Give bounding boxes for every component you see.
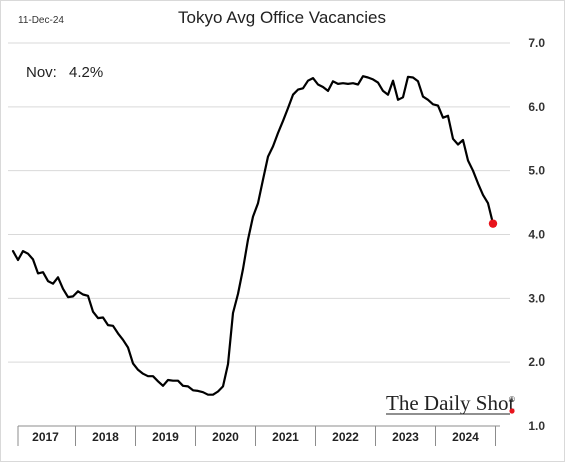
date-stamp: 11-Dec-24 bbox=[18, 15, 64, 26]
chart-title: Tokyo Avg Office Vacancies bbox=[178, 8, 386, 27]
gridlines bbox=[8, 42, 510, 363]
x-tick-label: 2021 bbox=[272, 430, 299, 444]
x-tick-label: 2024 bbox=[452, 430, 479, 444]
y-tick-label: 3.0 bbox=[528, 291, 545, 305]
watermark-registered-mark: ® bbox=[509, 395, 515, 404]
watermark-dot bbox=[509, 408, 515, 414]
y-tick-label: 4.0 bbox=[528, 228, 545, 242]
latest-value-marker bbox=[488, 219, 498, 228]
series-line bbox=[11, 75, 495, 396]
watermark-text: The Daily Shot bbox=[386, 391, 514, 415]
x-axis: 2017 2018 2019 2020 2021 2022 2023 2024 bbox=[17, 425, 500, 446]
x-tick-label: 2018 bbox=[92, 430, 119, 444]
y-tick-label: 2.0 bbox=[528, 355, 545, 369]
y-tick-label: 1.0 bbox=[528, 419, 545, 433]
x-tick-label: 2023 bbox=[392, 430, 419, 444]
y-tick-label: 5.0 bbox=[528, 164, 545, 178]
x-tick-label: 2020 bbox=[212, 430, 239, 444]
x-tick-label: 2017 bbox=[32, 430, 59, 444]
y-axis-ticks: 7.0 6.0 5.0 4.0 3.0 2.0 1.0 bbox=[528, 36, 545, 433]
annotation-value: 4.2% bbox=[69, 64, 103, 81]
series-layer bbox=[11, 75, 498, 396]
annotation-label: Nov: bbox=[26, 64, 57, 81]
y-tick-label: 7.0 bbox=[528, 36, 545, 50]
y-tick-label: 6.0 bbox=[528, 100, 545, 114]
x-tick-label: 2019 bbox=[152, 430, 179, 444]
x-tick-label: 2022 bbox=[332, 430, 359, 444]
